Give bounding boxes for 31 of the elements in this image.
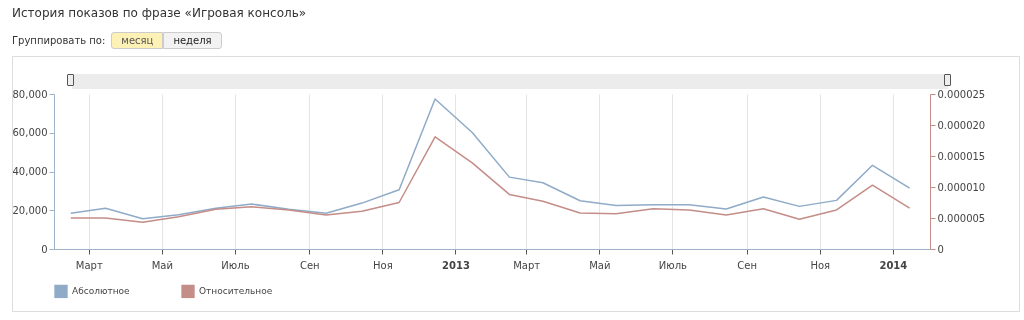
y2-tick-label: 0.000025 — [937, 88, 986, 100]
x-tick-label: Март — [75, 259, 103, 271]
y-tick-label: 20,000 — [12, 204, 48, 216]
x-tick-label: Сен — [299, 259, 320, 271]
y2-tick-label: 0 — [937, 243, 944, 255]
x-tick-label: Сен — [737, 259, 757, 271]
x-tick-label: Май — [589, 259, 611, 271]
x-tick-label: 2013 — [442, 259, 470, 271]
y-tick-label: 60,000 — [12, 127, 48, 139]
x-tick-label: Ноя — [810, 259, 831, 271]
x-tick-label: Ноя — [373, 259, 393, 271]
text: Группировать по: — [12, 35, 106, 46]
legend-label: Абсолютное — [72, 286, 131, 297]
line-series — [70, 98, 911, 220]
y-tick-label: 40,000 — [12, 166, 48, 177]
y2-tick-label: 0.000005 — [937, 212, 986, 224]
y2-tick-label: 0.000010 — [937, 181, 986, 193]
y2-tick-label: 0.000020 — [937, 119, 986, 131]
y2-tick-label: 0.000015 — [937, 150, 986, 162]
x-tick-label: Июль — [221, 259, 250, 271]
x-tick-label: Май — [151, 259, 173, 271]
x-tick-label: Июль — [658, 259, 688, 271]
line-series — [70, 136, 911, 224]
x-tick-label: 2014 — [879, 259, 908, 271]
text: месяц — [111, 32, 164, 49]
x-tick-label: Март — [513, 259, 541, 271]
y-tick-label: 80,000 — [12, 88, 48, 100]
text: неделя — [163, 32, 222, 49]
legend-label: Относительное — [199, 286, 273, 297]
y-tick-label: 0 — [41, 243, 48, 255]
chart-title: История показов по фразе «Игровая консоль» — [12, 6, 307, 20]
